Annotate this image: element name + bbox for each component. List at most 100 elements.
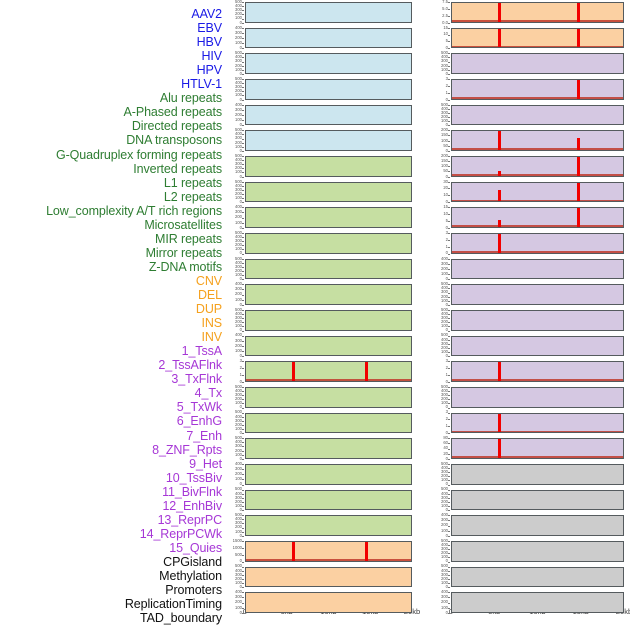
track-row: 500 400 300 200 100 0: [222, 153, 416, 180]
y-tick-label: 300: [441, 517, 448, 523]
y-tick-label: 200: [441, 293, 448, 299]
y-tick-mark: [242, 403, 244, 405]
y-tick-label: 500: [441, 460, 448, 466]
y-tick-label: 200: [235, 190, 242, 196]
row-label-9-het: 9_Het: [189, 456, 222, 471]
y-tick-label: 2: [445, 416, 448, 422]
y-tick-label: 400: [235, 3, 242, 9]
y-tick-label: 100: [235, 40, 242, 46]
track-baseline: [452, 20, 623, 22]
track-baseline: [452, 45, 623, 48]
y-tick-mark: [242, 446, 244, 448]
y-tick-label: 200: [235, 62, 242, 68]
row-label-microsatellites: Microsatellites: [144, 217, 222, 232]
track-row: 500 400 300 200 100 0: [428, 281, 628, 308]
y-tick-mark: [448, 578, 450, 580]
y-tick-label: 500: [235, 229, 242, 235]
y-tick-mark: [448, 597, 450, 599]
y-axis: 500 400 300 200 100 0: [222, 153, 244, 180]
y-tick-label: 400: [441, 255, 448, 261]
track-plot-area: [451, 2, 624, 23]
y-tick-label: 200: [235, 599, 242, 605]
y-tick-label: 100: [441, 297, 448, 303]
y-tick-mark: [242, 326, 244, 328]
y-tick-mark: [448, 510, 450, 512]
track-row: 500 400 300 200 100 0: [222, 487, 416, 514]
track-row: 1500 1000 500 0: [222, 538, 416, 565]
y-tick-mark: [242, 554, 244, 556]
y-tick-mark: [242, 37, 244, 39]
y-tick-mark: [448, 258, 450, 260]
y-tick-label: 15: [443, 24, 448, 30]
y-axis: 500 400 300 200 100 0: [222, 307, 244, 334]
y-tick-mark: [242, 258, 244, 260]
y-tick-mark: [448, 322, 450, 324]
y-tick-mark: [242, 142, 244, 144]
y-axis: 400 300 200 100 0: [222, 101, 244, 129]
y-tick-label: 100: [441, 554, 448, 560]
y-tick-mark: [242, 540, 244, 542]
y-tick-mark: [448, 15, 450, 17]
y-tick-label: 0: [445, 147, 448, 153]
track-row: 500 400 300 200 100 0: [222, 384, 416, 411]
y-tick-mark: [242, 217, 244, 219]
y-tick-mark: [448, 155, 450, 157]
y-tick-mark: [242, 506, 244, 508]
y-tick-mark: [448, 202, 450, 204]
y-tick-label: 100: [235, 219, 242, 225]
y-tick-label: 5.0: [442, 5, 448, 11]
y-tick-mark: [448, 108, 450, 110]
y-tick-mark: [242, 207, 244, 209]
y-tick-label: 500: [235, 551, 242, 557]
y-tick-mark: [448, 309, 450, 311]
track-plot-area: [451, 515, 624, 536]
track-row: 500 400 300 200 100 0: [222, 0, 416, 26]
y-tick-label: 100: [441, 163, 448, 169]
y-tick-label: 400: [235, 54, 242, 60]
row-label-del: DEL: [197, 288, 222, 302]
track-plot-area: [245, 335, 412, 357]
track-peak: [292, 541, 296, 561]
track-row: 400 300 200 100 0: [222, 25, 416, 52]
y-tick-mark: [448, 561, 450, 563]
y-axis: 500 400 300 200 100 0: [222, 435, 244, 462]
y-tick-label: 100: [235, 296, 242, 302]
y-tick-label: 50: [443, 142, 448, 148]
y-tick-label: 400: [235, 131, 242, 137]
y-tick-mark: [448, 232, 450, 234]
y-tick-mark: [242, 386, 244, 388]
y-tick-mark: [242, 531, 244, 533]
track-plot-area: [451, 309, 624, 331]
track-plot-area: [451, 181, 624, 203]
row-label-tad-boundary: TAD_boundary: [140, 611, 222, 626]
y-axis: 400 300 200 100 0: [222, 589, 244, 616]
y-tick-label: 100: [235, 476, 242, 482]
y-tick-mark: [242, 109, 244, 111]
y-tick-mark: [448, 535, 450, 537]
y-tick-label: 0: [239, 173, 242, 179]
y-tick-mark: [242, 416, 244, 418]
y-tick-label: 400: [235, 589, 242, 595]
y-tick-mark: [242, 125, 244, 127]
y-axis: 500 400 300 200 100 0: [428, 333, 450, 360]
y-tick-mark: [448, 166, 450, 168]
y-tick-label: 200: [441, 62, 448, 68]
y-tick-label: 400: [235, 413, 242, 419]
y-tick-mark: [448, 515, 450, 517]
y-tick-label: 200: [235, 34, 242, 40]
y-tick-mark: [448, 375, 450, 376]
y-tick-mark: [448, 458, 450, 460]
row-label-7-enh: 7_Enh: [186, 428, 222, 443]
y-tick-label: 3: [445, 358, 448, 364]
y-tick-label: 300: [441, 260, 448, 266]
y-tick-mark: [242, 83, 244, 85]
y-tick-label: 400: [235, 101, 242, 107]
y-tick-mark: [448, 121, 450, 123]
y-tick-label: 0: [445, 122, 448, 128]
y-tick-label: 300: [235, 135, 242, 141]
y-tick-mark: [242, 458, 244, 460]
y-tick-label: 0: [239, 378, 242, 384]
y-tick-mark: [448, 181, 450, 183]
